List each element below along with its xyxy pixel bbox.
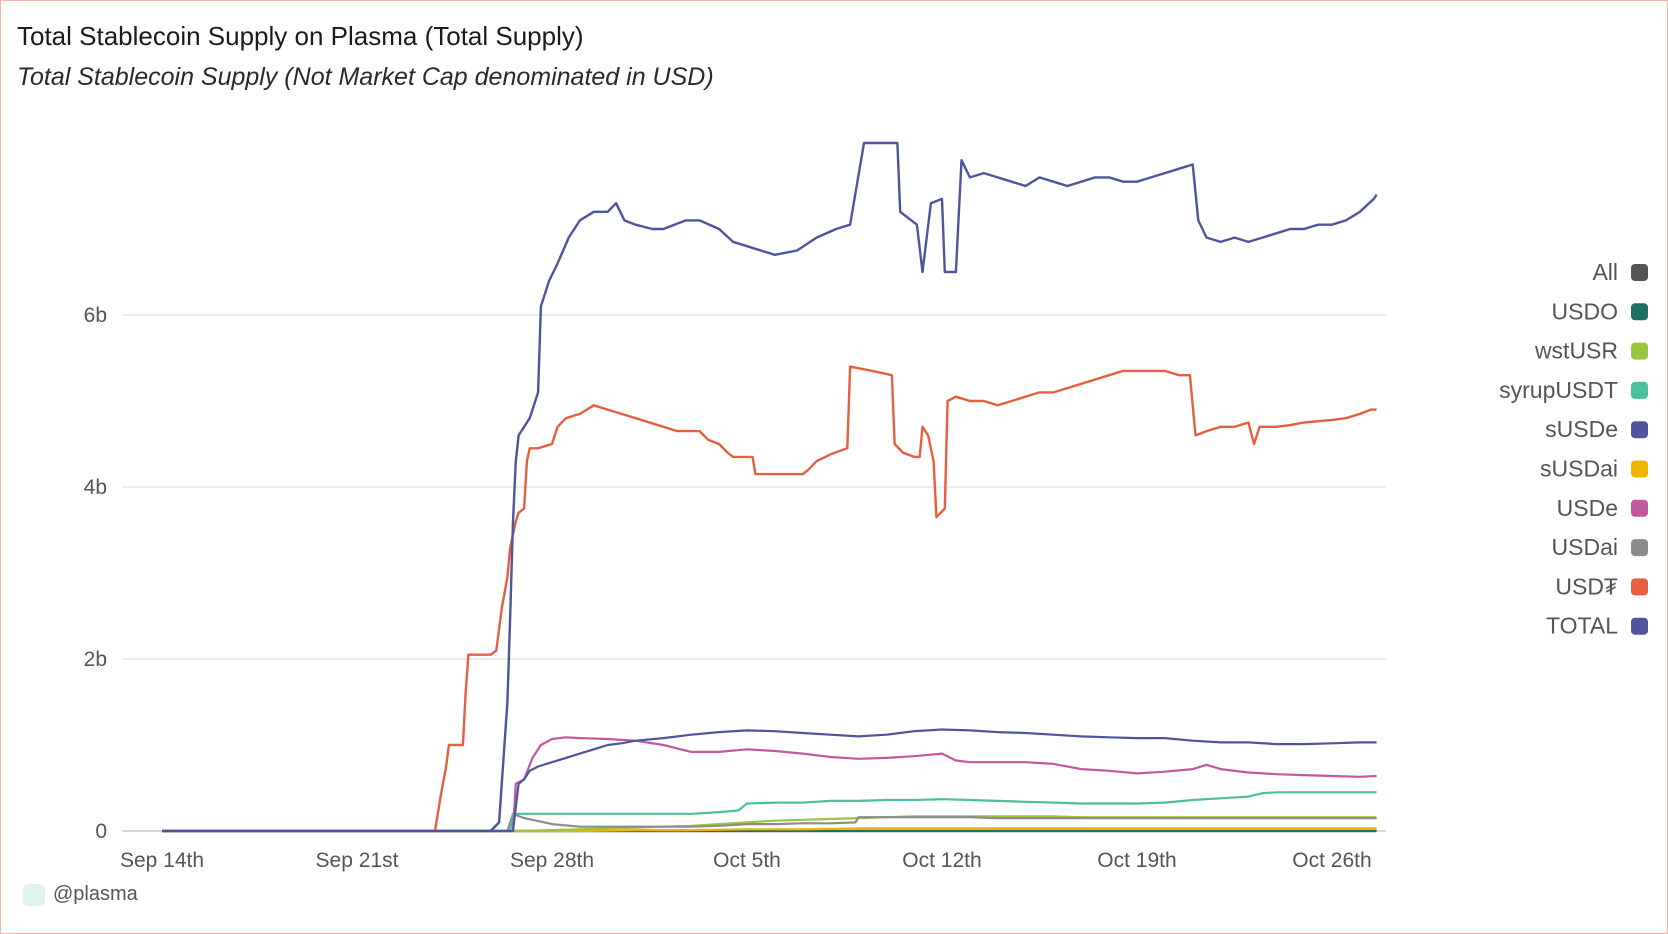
x-tick-label: Sep 14th [120, 849, 204, 872]
chart-subtitle: Total Stablecoin Supply (Not Market Cap … [17, 63, 714, 91]
x-tick-label: Oct 26th [1292, 849, 1371, 872]
y-axis-ticks: 0 2b 4b 6b [84, 304, 107, 843]
legend-swatch [1631, 421, 1648, 439]
watermark-text: @plasma [53, 883, 138, 905]
legend-item[interactable]: syrupUSDT [1499, 377, 1648, 403]
y-tick-label: 2b [84, 648, 107, 671]
series-line-susdai [162, 827, 1377, 833]
plasma-logo-icon [23, 883, 45, 906]
legend-label: USD₮ [1555, 573, 1618, 599]
series-line-susde [162, 728, 1377, 833]
series-line-usde [162, 736, 1377, 833]
legend-item[interactable]: sUSDai [1540, 456, 1648, 482]
legend-item[interactable]: wstUSR [1534, 338, 1648, 364]
legend-item[interactable]: All [1592, 259, 1648, 285]
y-tick-label: 4b [84, 476, 107, 499]
legend-item[interactable]: TOTAL [1546, 613, 1648, 639]
legend-label: sUSDai [1540, 456, 1618, 482]
legend-label: All [1592, 259, 1618, 285]
legend-label: TOTAL [1546, 613, 1618, 639]
x-tick-label: Sep 28th [510, 849, 594, 872]
legend-swatch [1631, 342, 1648, 360]
legend-swatch [1631, 303, 1648, 321]
legend-item[interactable]: USDai [1552, 534, 1648, 560]
x-tick-label: Oct 19th [1097, 849, 1176, 872]
y-tick-label: 0 [95, 820, 107, 843]
x-tick-label: Oct 12th [902, 849, 981, 872]
legend-swatch [1631, 499, 1648, 517]
watermark: @plasma [23, 883, 138, 906]
legend-label: sUSDe [1545, 416, 1618, 442]
legend-label: syrupUSDT [1499, 377, 1618, 403]
x-axis-ticks: Sep 14th Sep 21st Sep 28th Oct 5th Oct 12th O… [120, 849, 1372, 872]
legend-swatch [1631, 460, 1648, 478]
legend-item[interactable]: sUSDe [1545, 416, 1648, 442]
series-line-usd [162, 365, 1377, 833]
legend-label: USDe [1557, 495, 1618, 521]
legend: All USDO wstUSR syrupUSDT sUSDe sUSDai USDe USD… [1499, 259, 1648, 639]
x-tick-label: Oct 5th [713, 849, 781, 872]
legend-item[interactable]: USDe [1557, 495, 1648, 521]
legend-swatch [1631, 539, 1648, 557]
gridlines [122, 314, 1386, 832]
series-line-usdai [162, 812, 1377, 833]
legend-label: USDO [1552, 298, 1618, 324]
y-tick-label: 6b [84, 304, 107, 327]
legend-swatch [1631, 578, 1648, 596]
chart-title: Total Stablecoin Supply on Plasma (Total… [17, 21, 584, 51]
legend-swatch [1631, 264, 1648, 281]
series-line-syrupusdt [162, 791, 1377, 833]
legend-label: wstUSR [1534, 338, 1618, 364]
series-line-total [162, 141, 1378, 833]
legend-item[interactable]: USDO [1552, 298, 1648, 324]
series-lines [162, 141, 1378, 833]
legend-swatch [1631, 381, 1648, 399]
legend-swatch [1631, 617, 1648, 635]
x-tick-label: Sep 21st [316, 849, 399, 872]
legend-label: USDai [1552, 534, 1618, 560]
legend-item[interactable]: USD₮ [1555, 573, 1648, 599]
